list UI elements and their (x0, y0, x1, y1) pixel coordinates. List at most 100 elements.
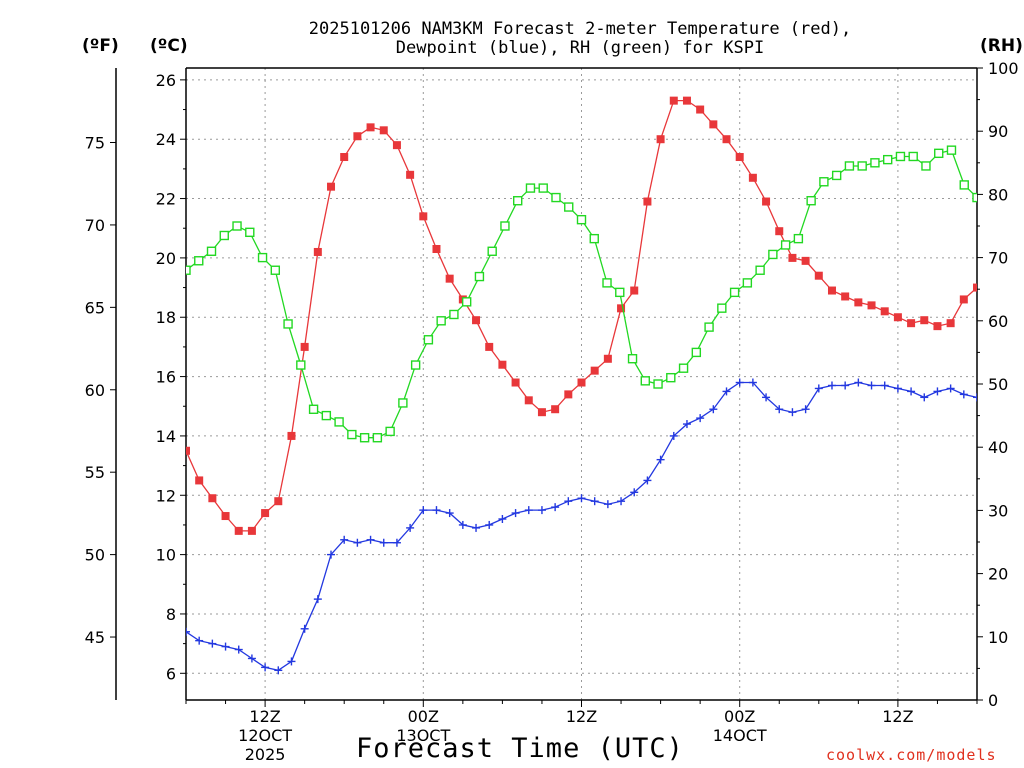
temperature-point (590, 366, 599, 375)
temperature-point (748, 173, 757, 182)
rh-point (972, 192, 977, 203)
rh-point (334, 417, 344, 427)
dewpoint-point (973, 393, 977, 402)
temperature-point (722, 135, 731, 144)
celsius-tick-label: 20 (156, 249, 176, 268)
dewpoint-point (300, 624, 309, 633)
temperature-point (630, 286, 639, 295)
rh-point (359, 433, 370, 443)
rh-point (461, 297, 472, 307)
dewpoint-point (669, 431, 678, 440)
rh-point (410, 360, 421, 370)
rh-tick-label: 20 (988, 565, 1008, 584)
celsius-tick-label: 16 (156, 368, 176, 387)
temperature-point (682, 96, 691, 105)
dewpoint-point (933, 387, 942, 396)
temperature-point (669, 96, 678, 105)
rh-tick-label: 80 (988, 185, 1008, 204)
temperature-point (643, 197, 652, 206)
rh-point (423, 335, 434, 345)
dewpoint-point (590, 497, 599, 506)
rh-point (347, 429, 357, 440)
rh-point (436, 316, 446, 326)
chart-title-line-2: Dewpoint (blue), RH (green) for KSPI (395, 38, 765, 58)
rh-point (768, 249, 778, 260)
rh-point (296, 360, 306, 370)
temperature-point (551, 405, 560, 414)
temperature-point (867, 301, 876, 310)
dewpoint-point (537, 506, 546, 515)
dewpoint-point (406, 523, 415, 532)
temperature-point (498, 360, 507, 369)
rh-point (283, 319, 293, 329)
rh-point (525, 183, 536, 193)
rh-point (232, 221, 242, 231)
dewpoint-point (195, 636, 204, 645)
rh-point (831, 170, 842, 181)
temperature-point (511, 378, 520, 387)
dewpoint-point (313, 595, 322, 604)
rh-point (538, 183, 548, 193)
temperature-point (709, 120, 718, 129)
dewpoint-point (867, 381, 876, 390)
dewpoint-point (261, 663, 270, 672)
rh-point (513, 196, 523, 206)
dewpoint-point (617, 497, 626, 506)
dewpoint-point (656, 455, 665, 464)
celsius-tick-label: 26 (156, 71, 176, 90)
dewpoint-point (287, 657, 296, 666)
dewpoint-point (748, 378, 757, 387)
temperature-point (893, 313, 902, 322)
temperature-point (775, 227, 784, 236)
temperature-point (564, 390, 573, 399)
celsius-tick-label: 6 (166, 664, 176, 683)
temperature-point (287, 431, 296, 440)
dewpoint-point (379, 538, 388, 547)
rh-point (602, 278, 612, 288)
celsius-tick-label: 12 (156, 486, 176, 505)
rh-point (678, 363, 689, 373)
x-tick-label: 12Z (566, 707, 597, 726)
temperature-point (696, 105, 705, 114)
dewpoint-point (643, 476, 652, 485)
dewpoint-point (827, 381, 836, 390)
temperature-point (353, 132, 362, 141)
dewpoint-point (340, 535, 349, 544)
rh-tick-label: 40 (988, 438, 1008, 457)
rh-tick-label: 60 (988, 312, 1008, 331)
rh-point (806, 196, 816, 206)
temperature-point (234, 526, 243, 535)
dewpoint-point (247, 654, 256, 663)
dewpoint-point (735, 378, 744, 387)
rh-point (270, 265, 281, 275)
dewpoint-point (208, 639, 217, 648)
temperature-point (933, 322, 942, 331)
temperature-point (313, 247, 322, 256)
fahrenheit-tick-label: 45 (85, 628, 105, 647)
dewpoint-point (907, 387, 916, 396)
temperature-point (880, 307, 889, 316)
temperature-point (340, 153, 349, 162)
rh-point (551, 192, 561, 203)
rh-point (186, 265, 191, 275)
x-tick-label: 00Z (724, 707, 755, 726)
fahrenheit-tick-label: 50 (85, 546, 105, 565)
x-axis-title: Forecast Time (UTC) (356, 733, 684, 764)
temperature-point (959, 295, 968, 304)
temperature-point (735, 153, 744, 162)
rh-point (717, 303, 727, 313)
dewpoint-point (366, 535, 375, 544)
dewpoint-point (524, 506, 533, 515)
rh-point (564, 202, 574, 212)
dewpoint-point (814, 384, 823, 393)
dewpoint-point (709, 405, 718, 414)
temperature-point (379, 126, 388, 135)
rh-point (589, 233, 599, 244)
dewpoint-point (696, 414, 705, 423)
rh-point (780, 240, 791, 250)
temperature-point (261, 509, 270, 518)
dewpoint-point (854, 378, 863, 387)
rh-tick-label: 50 (988, 375, 1008, 394)
rh-point (194, 256, 204, 266)
